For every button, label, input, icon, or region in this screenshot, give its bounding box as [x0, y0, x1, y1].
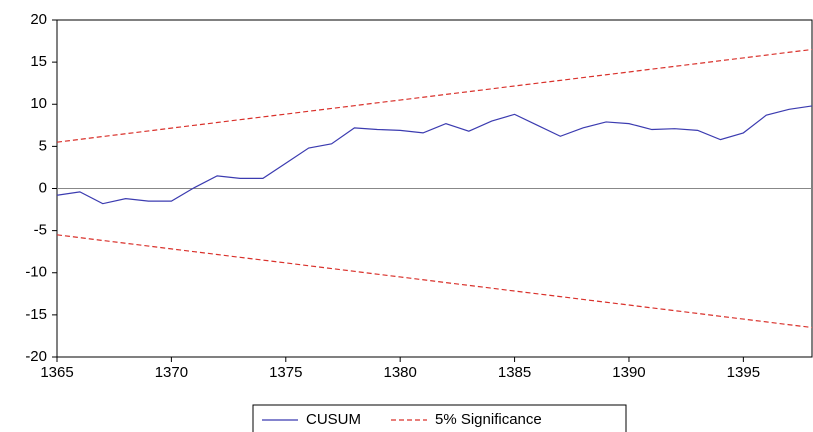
y-tick-label: -15 [25, 306, 47, 323]
y-tick-label: -5 [34, 222, 47, 239]
y-tick-label: 5 [39, 137, 47, 154]
y-tick-label: 0 [39, 179, 47, 196]
y-tick-label: 10 [30, 95, 47, 112]
y-tick-label: -10 [25, 264, 47, 281]
legend-label: 5% Significance [435, 411, 542, 428]
x-tick-label: 1385 [498, 364, 531, 381]
y-tick-label: 15 [30, 53, 47, 70]
series-line [56, 105, 813, 205]
series-line [56, 234, 813, 329]
legend-box [252, 404, 627, 432]
x-tick-label: 1375 [269, 364, 302, 381]
x-tick-label: 1365 [40, 364, 73, 381]
y-tick-label: -20 [25, 348, 47, 365]
x-tick-label: 1380 [383, 364, 416, 381]
y-tick-label: 20 [30, 11, 47, 28]
x-tick-label: 1395 [727, 364, 760, 381]
legend-label: CUSUM [306, 411, 361, 428]
x-tick-label: 1390 [612, 364, 645, 381]
series-line [56, 48, 813, 143]
x-tick-label: 1370 [155, 364, 188, 381]
